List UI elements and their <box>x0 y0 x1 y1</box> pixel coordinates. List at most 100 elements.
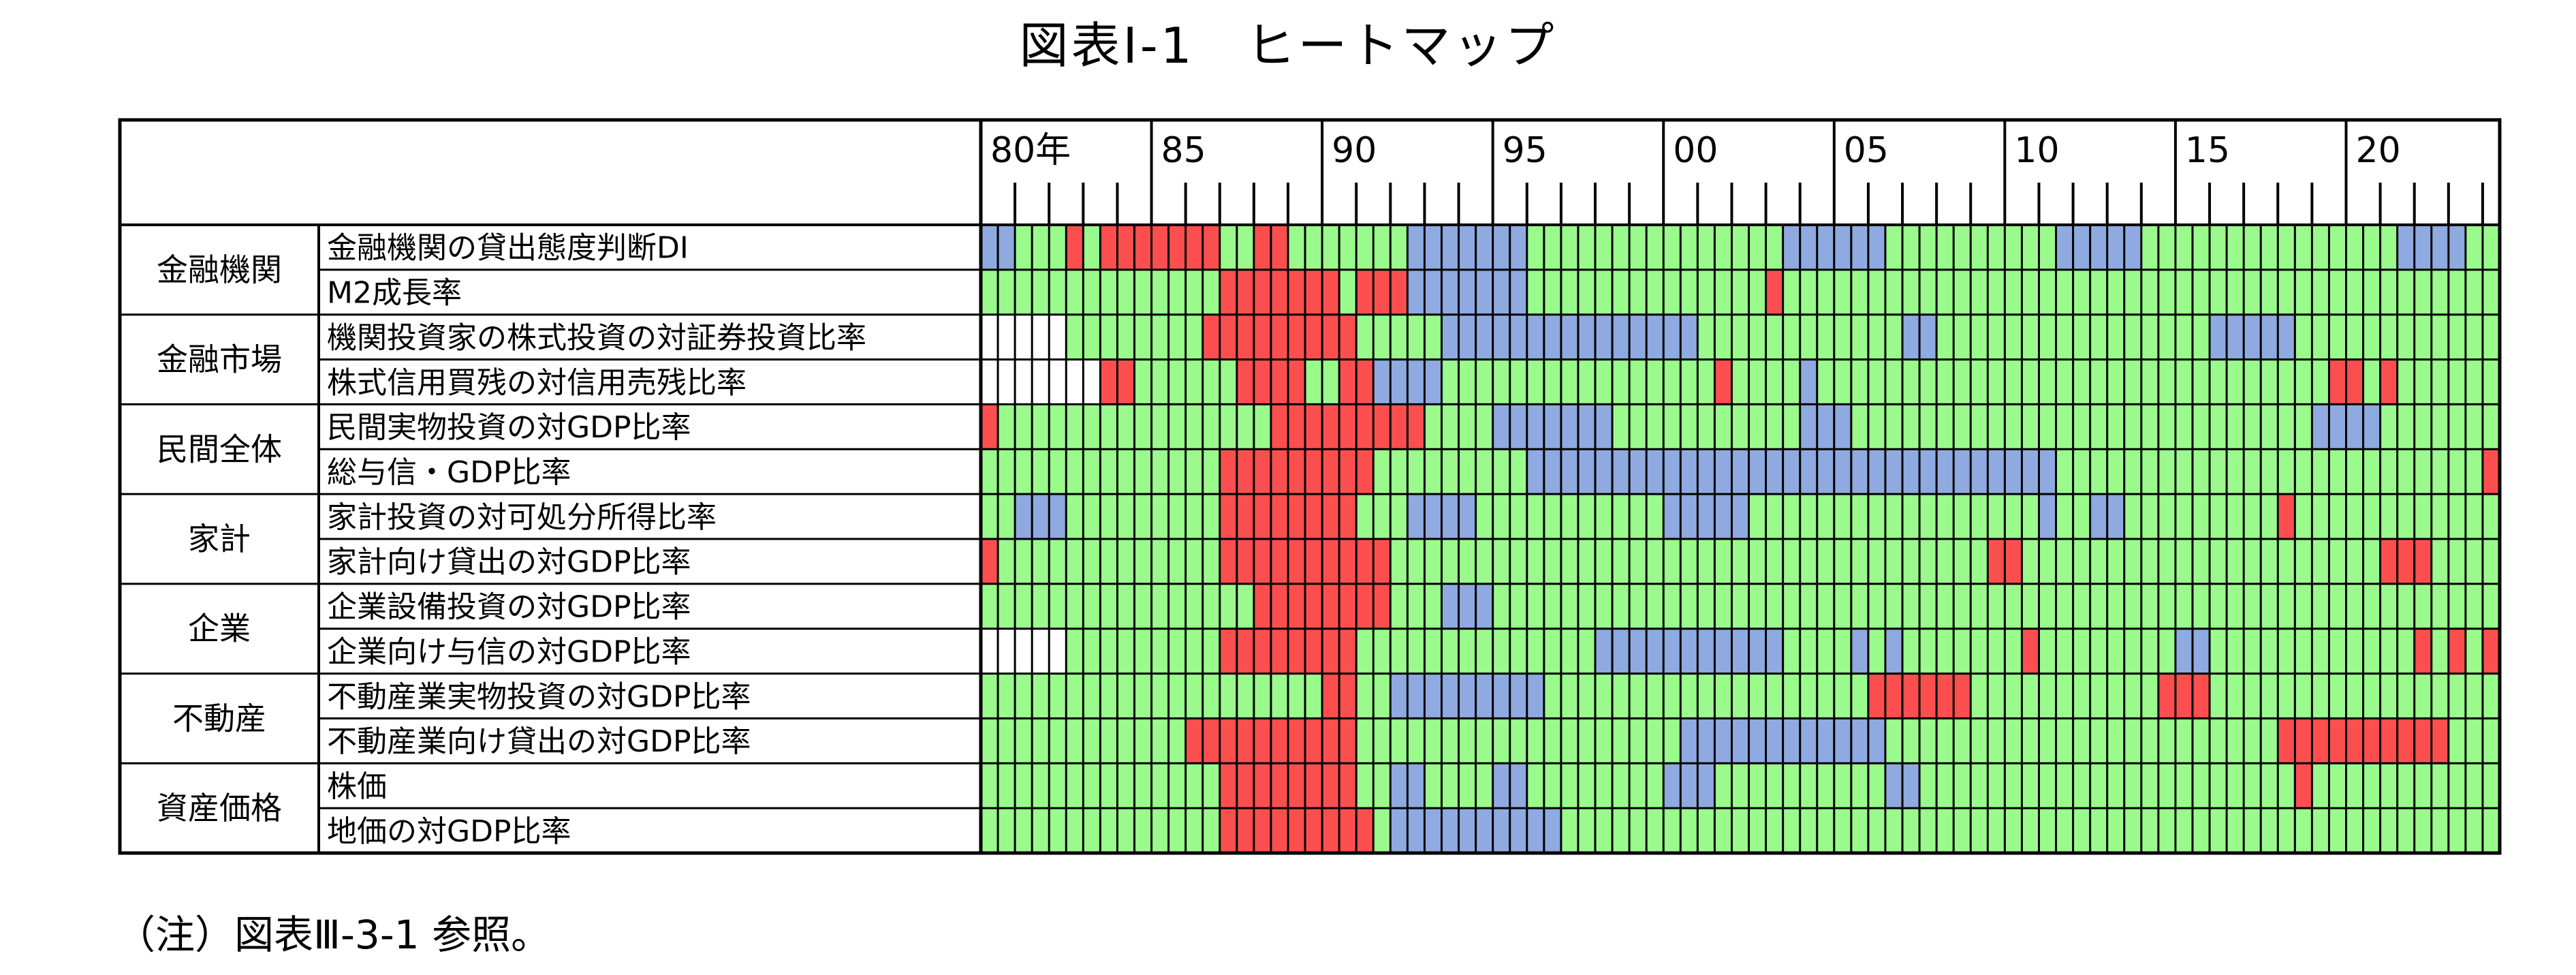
heatmap-cell-g <box>1885 718 2278 764</box>
heatmap-cell-g <box>1356 718 1681 764</box>
heatmap-cell-b <box>2039 494 2056 539</box>
heatmap-cell-b <box>1885 628 1903 674</box>
group-label: 家計 <box>188 521 251 557</box>
heatmap-cell-r <box>2380 359 2398 405</box>
heatmap-cell-b <box>1407 225 1527 270</box>
heatmap-cell-g <box>1390 539 1988 584</box>
heatmap-cell-g <box>1868 628 1885 674</box>
heatmap-cell-g <box>2431 628 2449 674</box>
heatmap-cell-g <box>1543 673 1868 719</box>
heatmap-cell-g <box>1339 269 1357 315</box>
heatmap-cell-b <box>1800 359 1817 405</box>
heatmap-cell-r <box>1202 314 1357 360</box>
group-label: 資産価格 <box>157 790 282 826</box>
heatmap-cell-r <box>2482 628 2500 674</box>
heatmap-cell-g <box>2465 628 2483 674</box>
group-label: 不動産 <box>172 700 266 737</box>
year-tick-label: 05 <box>1844 130 1889 171</box>
group-label: 金融機関 <box>157 251 282 288</box>
heatmap-cell-g <box>2380 404 2500 450</box>
row-label: 企業設備投資の対GDP比率 <box>327 590 691 625</box>
heatmap-cell-b <box>1663 494 1749 539</box>
row-label: 機関投資家の株式投資の対証券投資比率 <box>327 320 866 355</box>
heatmap-cell-b <box>1851 628 1868 674</box>
row-label: 株式信用買残の対信用売残比率 <box>327 365 747 400</box>
heatmap-cell-r <box>2278 494 2295 539</box>
row-label: 不動産業向け貸出の対GDP比率 <box>327 724 751 759</box>
year-tick-label: 85 <box>1161 130 1206 171</box>
heatmap-cell-b <box>2210 314 2295 360</box>
heatmap-cell-g <box>2141 225 2398 270</box>
heatmap-cell-g <box>2022 539 2381 584</box>
heatmap-cell-b <box>1390 673 1544 719</box>
chart-title: 図表Ⅰ-1 ヒートマップ <box>1019 17 1557 74</box>
year-ticks: 80年 85 90 95 00 05 10 15 20 <box>979 120 2484 225</box>
heatmap-cell-g <box>2312 763 2500 809</box>
heatmap-cell-b <box>1441 583 1493 629</box>
heatmap-cell-r <box>1219 269 1340 315</box>
heatmap-cell-g <box>1373 808 1391 853</box>
heatmap-cell-g <box>1970 673 2158 719</box>
group-label: 民間全体 <box>157 431 282 467</box>
year-tick-label: 15 <box>2185 130 2230 171</box>
heatmap-cell-r <box>981 404 999 450</box>
heatmap-cell-r <box>2295 763 2312 809</box>
heatmap-cell-r <box>1270 404 1425 450</box>
heatmap-cell-b <box>1492 404 1613 450</box>
heatmap-cell-w <box>981 314 1067 360</box>
heatmap-cell-g <box>1356 494 1408 539</box>
year-tick-label: 00 <box>1673 130 1718 171</box>
row-label: 企業向け与信の対GDP比率 <box>327 634 691 669</box>
year-tick-label: 95 <box>1503 130 1548 171</box>
heatmap-cell-g <box>1475 494 1664 539</box>
footnote: （注）図表Ⅲ-3-1 参照。 <box>116 912 551 958</box>
heatmap-cell-g <box>1356 314 1442 360</box>
heatmap-cell-g <box>1902 628 2022 674</box>
heatmap-cell-g <box>2124 494 2278 539</box>
year-tick-label: 80年 <box>990 130 1071 171</box>
heatmap-cell-b <box>1595 628 1783 674</box>
year-tick-label: 10 <box>2014 130 2059 171</box>
heatmap-cell-r <box>1066 225 1084 270</box>
heatmap-cell-b <box>1441 314 1698 360</box>
heatmap-cell-w <box>981 628 1067 674</box>
heatmap-cell-g <box>1066 494 1220 539</box>
row-label: M2成長率 <box>327 276 462 311</box>
row-label: 不動産業実物投資の対GDP比率 <box>327 679 751 714</box>
heatmap-cell-g <box>1851 404 2312 450</box>
row-label: 地価の対GDP比率 <box>327 814 571 849</box>
cell-gridlines <box>996 225 2484 853</box>
heatmap-cell-r <box>2414 628 2432 674</box>
heatmap-cell-r <box>2448 628 2466 674</box>
heatmap-cell-g <box>1748 494 2039 539</box>
row-label: 家計向け貸出の対GDP比率 <box>327 545 691 580</box>
heatmap-cell-b <box>1800 404 1851 450</box>
row-labels: 金融機関の貸出態度判断DI M2成長率機関投資家の株式投資の対証券投資比率株式信用… <box>157 231 866 849</box>
row-label: 家計投資の対可処分所得比率 <box>327 500 717 535</box>
heatmap-cell-g <box>2056 449 2483 495</box>
heatmap-cell-r <box>2380 539 2432 584</box>
outer-border <box>118 118 2502 855</box>
heatmap-cell-b <box>1663 763 1715 809</box>
heatmap-cell-g <box>1066 628 1220 674</box>
group-label: 金融市場 <box>157 341 282 378</box>
heatmap-cell-g <box>1492 583 2500 629</box>
heatmap-cell-b <box>1663 449 1681 495</box>
heatmap-cell-r <box>1714 359 1732 405</box>
heatmap-cell-b <box>1015 494 1067 539</box>
heatmap-cell-g <box>2448 718 2500 764</box>
heatmap-cell-r <box>2482 449 2500 495</box>
heatmap-cell-g <box>1612 404 1800 450</box>
heatmap-cell-g <box>1560 808 2500 853</box>
row-label: 株価 <box>327 769 387 804</box>
heatmap-cell-r <box>1219 449 1374 495</box>
heatmap-cell-r <box>1219 808 1374 853</box>
heatmap-cell-g <box>2363 359 2381 405</box>
heatmap-cell-g <box>998 539 1220 584</box>
heatmap-cell-r <box>2158 673 2210 719</box>
heatmap-cell-r <box>2022 628 2039 674</box>
heatmap-cell-r <box>981 539 999 584</box>
year-tick-label: 90 <box>1332 130 1377 171</box>
row-label: 総与信・GDP比率 <box>327 455 571 490</box>
